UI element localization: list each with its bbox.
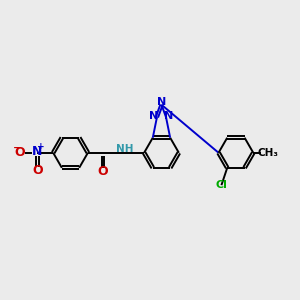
- Text: Cl: Cl: [215, 180, 227, 190]
- Text: O: O: [98, 165, 108, 178]
- Text: N: N: [164, 111, 174, 121]
- Text: NH: NH: [116, 144, 134, 154]
- Text: −: −: [12, 143, 21, 153]
- Text: +: +: [37, 142, 44, 152]
- Text: CH₃: CH₃: [258, 148, 279, 158]
- Text: O: O: [15, 146, 26, 159]
- Text: N: N: [149, 111, 159, 121]
- Text: O: O: [32, 164, 43, 177]
- Text: N: N: [32, 146, 43, 158]
- Text: N: N: [157, 97, 166, 107]
